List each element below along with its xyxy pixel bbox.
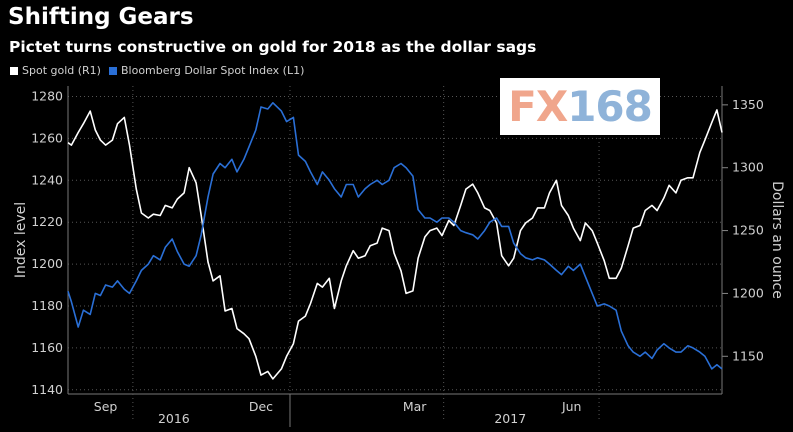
y-tick-right: 1300 [732,160,764,175]
y-axis-title-left: Index level [13,202,29,278]
y-tick-left: 1220 [31,214,63,229]
legend: Spot gold (R1) Bloomberg Dollar Spot Ind… [10,64,312,77]
x-year-label: 2017 [494,411,526,426]
y-tick-left: 1240 [31,172,63,187]
chart-title: Shifting Gears [8,4,194,30]
chart-subtitle: Pictet turns constructive on gold for 20… [9,38,537,56]
legend-label-gold: Spot gold (R1) [22,64,101,77]
x-tick-label: Dec [249,399,273,414]
y-tick-left: 1160 [31,340,63,355]
x-tick-label: Mar [403,399,427,414]
x-year-label: 2016 [158,411,190,426]
y-tick-left: 1260 [31,130,63,145]
y-tick-right: 1150 [732,348,764,363]
legend-swatch-dollar [108,66,117,75]
series-line-spot-gold [67,109,723,380]
x-tick-label: Sep [94,399,118,414]
x-tick-label: Jun [561,399,582,414]
y-tick-right: 1350 [732,97,764,112]
series-line-dollar-index [67,102,723,370]
fx168-watermark-logo: FX 168 [500,78,660,135]
legend-item-gold: Spot gold (R1) [10,64,101,77]
y-axis-title-right: Dollars an ounce [769,181,785,299]
legend-swatch-gold [10,66,18,75]
watermark-168: 168 [567,82,653,131]
watermark-fx: FX [508,82,568,131]
y-tick-right: 1250 [732,223,764,238]
y-tick-right: 1200 [732,285,764,300]
y-tick-left: 1180 [31,298,63,313]
y-tick-left: 1140 [31,382,63,397]
y-tick-left: 1200 [31,256,63,271]
legend-item-dollar: Bloomberg Dollar Spot Index (L1) [108,64,305,77]
legend-label-dollar: Bloomberg Dollar Spot Index (L1) [120,64,305,77]
y-tick-left: 1280 [31,88,63,103]
